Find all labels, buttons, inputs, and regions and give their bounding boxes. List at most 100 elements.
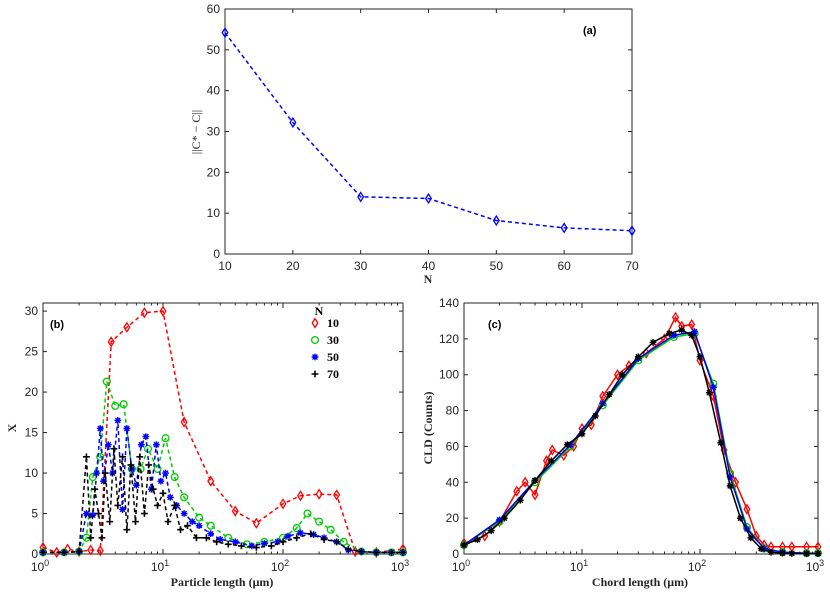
panel-b-series [38, 305, 408, 558]
panel-b-data-point [162, 469, 169, 477]
panel-b-data-point [231, 538, 239, 546]
panel-c-data-point [613, 369, 622, 381]
panel-b-data-point [297, 529, 304, 537]
panel-b-data-point [153, 464, 162, 474]
panel-b-data-point [195, 513, 204, 522]
panel-c-data-point [767, 548, 775, 556]
panel-c-data-point [619, 371, 626, 379]
panel-c-data-point [563, 441, 571, 449]
panel-b-legend-label: 70 [327, 367, 339, 381]
panel-b-data-point [91, 485, 99, 493]
panel-a-xtick-label: 40 [422, 259, 436, 273]
panel-c-xtick-label: 103 [806, 558, 824, 574]
panel-b-data-point [141, 510, 148, 517]
panel-b-data-point [75, 548, 83, 555]
panel-c-data-point [814, 550, 822, 558]
panel-a-ylabel: ||C* − C|| [189, 110, 203, 154]
panel-b-data-point [224, 540, 232, 548]
panel-c-data-point [542, 455, 551, 467]
panel-c-data-point [605, 391, 613, 398]
panel-c-data-point [691, 328, 699, 336]
panel-b-xtick-label: 101 [151, 558, 169, 574]
panel-b-data-point [248, 542, 256, 550]
panel-b-data-point [252, 544, 260, 551]
panel-b-data-point [87, 544, 95, 556]
panel-c-ytick-label: 100 [439, 368, 459, 382]
panel-b-legend-marker [311, 317, 319, 329]
panel-c-data-point [737, 514, 744, 522]
panel-a-ytick-label: 60 [207, 2, 221, 16]
panel-c-data-point [788, 550, 796, 557]
panel-b-data-point [279, 498, 287, 510]
panel-b-data-point [145, 461, 153, 469]
panel-b-data-point [180, 510, 188, 517]
panel-b-data-point [161, 434, 170, 443]
panel-a-xlabel: N [424, 272, 433, 286]
panel-a-series [221, 27, 636, 237]
panel-b-data-point [279, 538, 287, 546]
panel-c-data-point [710, 383, 717, 391]
panel-b-frame [42, 302, 404, 555]
panel-b-data-point [114, 502, 122, 509]
panel-c-axes: 0 20 40 60 80 100 120 140 100 101 102 103 [439, 296, 824, 574]
panel-c-data-point [531, 477, 539, 484]
panel-b-data-point [137, 441, 145, 449]
panel-a-xtick-label: 60 [557, 259, 571, 273]
panel-b-ytick-label: 5 [31, 507, 38, 521]
panel-c-data-point [501, 514, 508, 522]
panel-c-ylabel: CLD (Counts) [421, 391, 435, 464]
panel-b-data-point [206, 521, 215, 530]
panel-b-data-point [95, 510, 102, 517]
panel-b-data-point [315, 488, 323, 500]
panel-c-data-point [803, 550, 810, 558]
panel-b-data-point [231, 505, 239, 517]
panel-a-data-point [492, 214, 500, 227]
panel-b-legend-title: N [315, 304, 324, 318]
panel-c-data-point [726, 482, 734, 490]
panel-a-data-point [628, 225, 636, 237]
panel-a-xtick-label: 10 [218, 259, 232, 273]
panel-b-data-point [132, 481, 140, 489]
panel-b-data-point [399, 548, 407, 556]
panel-b-ytick-label: 25 [25, 345, 39, 359]
panel-b-legend: N 10 30 50 70 [310, 304, 339, 381]
panel-b-data-point [274, 538, 281, 546]
panel-c-data-point [665, 330, 673, 337]
panel-b-data-point [89, 511, 97, 519]
panel-a-ytick-label: 40 [207, 84, 221, 98]
panel-c-data-point [696, 353, 704, 361]
panel-c-frame [463, 302, 819, 555]
panel-c-data-point [578, 430, 586, 438]
panel-c-data-point [531, 489, 539, 501]
panel-b-data-point [142, 433, 150, 440]
panel-c-data-point [481, 530, 489, 542]
panel-b-xtick-label: 102 [271, 558, 289, 574]
panel-c-ytick-label: 120 [439, 332, 459, 346]
panel-c-data-point [649, 339, 657, 346]
panel-b-data-point [203, 534, 210, 542]
panel-c-ytick-label: 40 [446, 475, 460, 489]
panel-b-data-point [123, 526, 131, 534]
panel-c-data-point [513, 485, 521, 497]
panel-b-data-point [180, 416, 188, 428]
panel-a-data-point [357, 191, 365, 203]
panel-c-data-point [757, 545, 765, 553]
panel-b-data-point [110, 445, 118, 453]
panel-b-data-point [344, 545, 352, 553]
panel-b-data-point [320, 536, 328, 543]
panel-b-data-point [149, 485, 157, 493]
panel-c-ytick-label: 20 [446, 511, 460, 525]
panel-b-chart: 0 5 10 15 20 25 30 100 101 102 103 (b) Particle le… [5, 302, 409, 589]
panel-b-data-point [333, 489, 341, 501]
panel-c-ytick-label: 60 [446, 439, 460, 453]
panel-b-legend-marker [310, 335, 320, 345]
panel-b-data-point [261, 540, 268, 547]
panel-c-data-point [705, 389, 713, 397]
panel-a-ytick-label: 30 [207, 125, 221, 139]
panel-b-data-point [100, 477, 108, 485]
panel-c-data-point [547, 457, 555, 465]
panel-a-xtick-label: 50 [490, 259, 504, 273]
panel-c-tag: (c) [488, 319, 502, 331]
panel-b-ytick-label: 0 [31, 547, 38, 561]
